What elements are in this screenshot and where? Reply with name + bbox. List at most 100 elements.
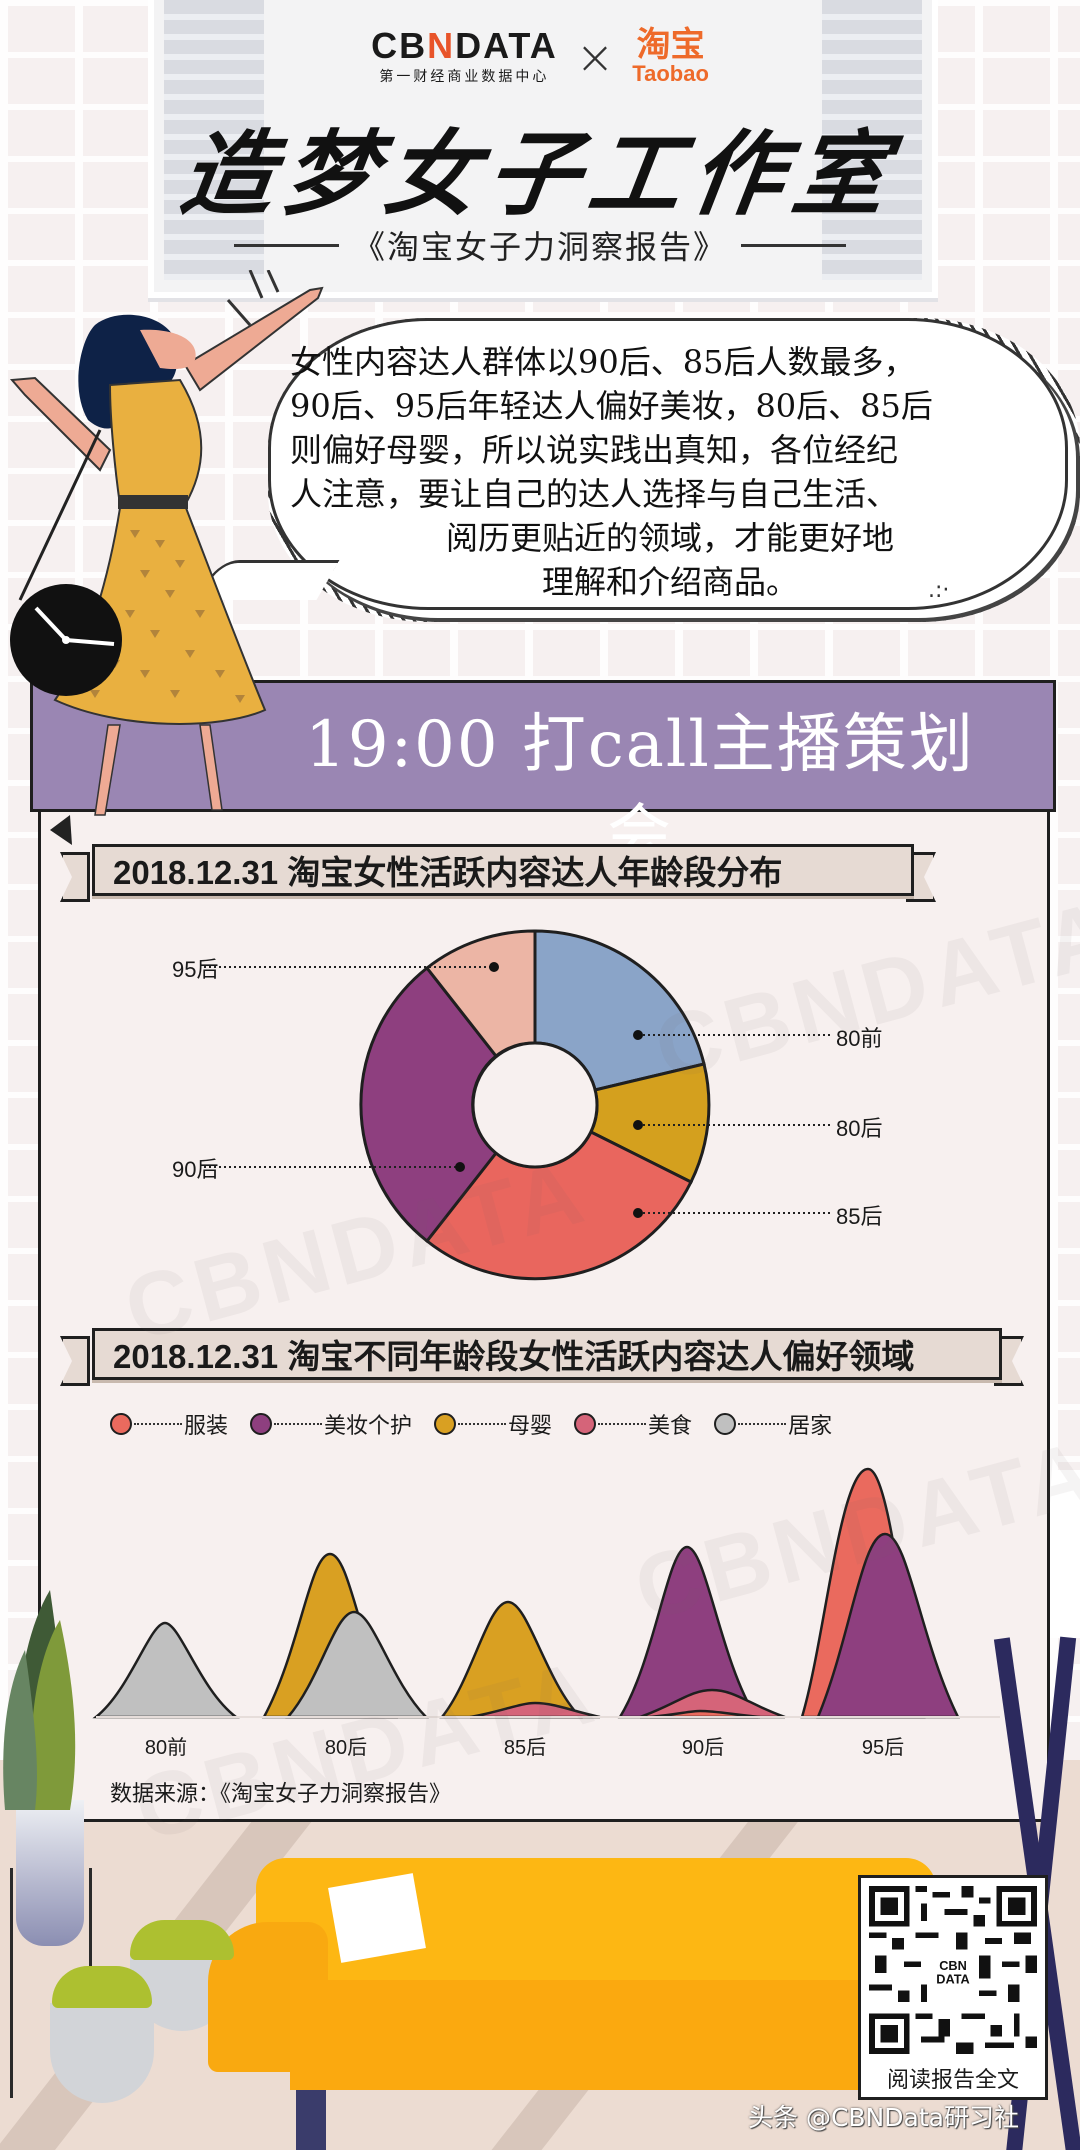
sofa-leg <box>296 2090 326 2150</box>
legend-item-maternity: 母婴 <box>434 1408 552 1440</box>
logo-text: DATA <box>455 25 558 66</box>
bag-strap <box>18 429 102 601</box>
pie-chart-title: 2018.12.31 淘宝女性活跃内容达人年龄段分布 <box>92 844 914 896</box>
legend-label: 居家 <box>788 1414 833 1439</box>
legend-item-beauty: 美妆个护 <box>250 1408 412 1440</box>
ridge-90hou-beauty <box>617 1545 759 1719</box>
divider <box>741 243 846 247</box>
moss-plant <box>130 1920 234 1960</box>
clock-bag-icon <box>10 584 122 696</box>
ridge-90hou-clothing <box>649 1709 761 1719</box>
donut-chart <box>204 929 830 1281</box>
logo-text: N <box>427 25 456 66</box>
legend-swatch <box>250 1413 273 1435</box>
page-title: 造梦女子工作室 <box>174 120 904 228</box>
report-subtitle: 《淘宝女子力洞察报告》 <box>352 228 727 266</box>
data-source-note: 数据来源：《淘宝女子力洞察报告》 <box>110 1782 452 1807</box>
pie-label-80qian: 80前 <box>836 1026 883 1051</box>
bubble-line: 90后、95后年轻达人偏好美妆，80后、85后 <box>290 387 933 425</box>
qr-caption: 阅读报告全文 <box>886 2068 1019 2093</box>
bubble-line: 女性内容达人群体以90后、85后人数最多， <box>290 343 916 381</box>
window-blind <box>164 0 264 280</box>
pie-label-85hou: 85后 <box>836 1204 883 1229</box>
chart-legend: 服装 美妆个护 母婴 美食 居家 <box>110 1408 832 1440</box>
pie-label-95hou: 95后 <box>172 957 219 982</box>
svg-text:DATA: DATA <box>936 1971 969 1986</box>
legend-label: 服装 <box>184 1414 229 1439</box>
moss-bowl <box>50 2003 154 2103</box>
bubble-line: 阅历更贴近的领域，才能更好地 <box>445 519 894 557</box>
taobao-logo-cn: 淘宝 <box>636 25 705 65</box>
face <box>140 329 196 370</box>
x-axis-label: 90后 <box>681 1737 725 1759</box>
x-axis-label: 80前 <box>144 1737 188 1759</box>
subtitle-row: 《淘宝女子力洞察报告》 <box>0 222 1080 268</box>
dress-top <box>108 378 203 506</box>
leg <box>94 724 121 816</box>
arm-left <box>9 376 112 472</box>
x-axis-label: 95后 <box>861 1737 905 1759</box>
legend-item-clothing: 服装 <box>110 1408 228 1440</box>
legend-line <box>274 1423 323 1425</box>
ridge-areas <box>92 1467 961 1719</box>
window-blind <box>822 0 922 280</box>
legend-swatch <box>574 1413 597 1435</box>
logo-row: CBNDATA 第一财经商业数据中心 × 淘宝 Taobao <box>0 28 1080 86</box>
legend-label: 母婴 <box>508 1414 553 1439</box>
woman-illustration <box>9 270 324 845</box>
sofa-seat <box>290 1980 940 2090</box>
legend-item-food: 美食 <box>574 1408 692 1440</box>
decorative-dots: .:· <box>928 578 950 603</box>
legend-swatch <box>434 1413 457 1435</box>
svg-text:CBN: CBN <box>939 1958 967 1973</box>
qr-code-icon[interactable]: CBN DATA <box>868 1886 1038 2054</box>
ridgeline-chart <box>92 1467 1000 1719</box>
ridge-80hou-home <box>285 1610 429 1719</box>
legend-label: 美妆个护 <box>324 1414 413 1439</box>
ridge-95hou-beauty <box>816 1532 961 1719</box>
legend-label: 美食 <box>648 1414 693 1439</box>
legend-line <box>738 1423 787 1425</box>
pie-label-80hou: 80后 <box>836 1116 883 1141</box>
bubble-line: 理解和介绍商品。 <box>541 563 798 601</box>
section-banner-title: 19:00 打call主播策划会 <box>305 708 975 872</box>
bubble-line: 则偏好母婴，所以说实践出真知，各位经纪 <box>290 431 899 469</box>
logo-text: CB <box>371 25 428 66</box>
arm-raised <box>183 286 324 392</box>
legend-line <box>134 1423 182 1425</box>
speech-bubble-text: 女性内容达人群体以90后、85后人数最多， 90后、95后年轻达人偏好美妆，80… <box>290 340 1050 601</box>
bubble-line: 人注意，要让自己的达人选择与自己生活、 <box>290 475 899 513</box>
callout-dots <box>455 962 643 1218</box>
window-illustration <box>148 0 938 298</box>
burst-lines-icon <box>226 270 280 326</box>
ridge-90hou-food <box>639 1688 786 1719</box>
shoe <box>50 815 72 845</box>
source-watermark: 头条 @CBNData研习社 <box>748 2103 1019 2132</box>
legend-swatch <box>714 1413 737 1435</box>
x-axis-label: 80后 <box>324 1737 368 1759</box>
dress-pattern <box>90 530 245 703</box>
donut-slices <box>359 929 711 1281</box>
plant-pot <box>16 1800 84 1946</box>
speech-bubble <box>268 318 1068 610</box>
pillow <box>328 1873 426 1963</box>
x-axis-label: 85后 <box>503 1737 547 1759</box>
legend-swatch <box>110 1413 132 1435</box>
cbndata-logo: CBNDATA 第一财经商业数据中心 <box>371 28 558 86</box>
ridge-85hou-maternity <box>439 1600 583 1719</box>
moss-plant <box>52 1966 152 2008</box>
leg <box>199 724 223 811</box>
legend-item-home: 居家 <box>714 1408 832 1440</box>
ridge-chart-title: 2018.12.31 淘宝不同年龄段女性活跃内容达人偏好领域 <box>92 1328 1002 1380</box>
callout-lines <box>204 966 830 1214</box>
belt <box>118 495 188 509</box>
taobao-logo-en: Taobao <box>632 61 709 86</box>
taobao-logo: 淘宝 Taobao <box>632 28 709 86</box>
snake-plant-icon <box>3 1590 76 1810</box>
collab-times-icon: × <box>575 30 615 84</box>
ridge-80qian-home <box>92 1621 240 1719</box>
ridge-85hou-food <box>469 1701 601 1719</box>
pie-label-90hou: 90后 <box>172 1157 219 1182</box>
legend-line <box>598 1423 647 1425</box>
divider <box>233 243 339 247</box>
